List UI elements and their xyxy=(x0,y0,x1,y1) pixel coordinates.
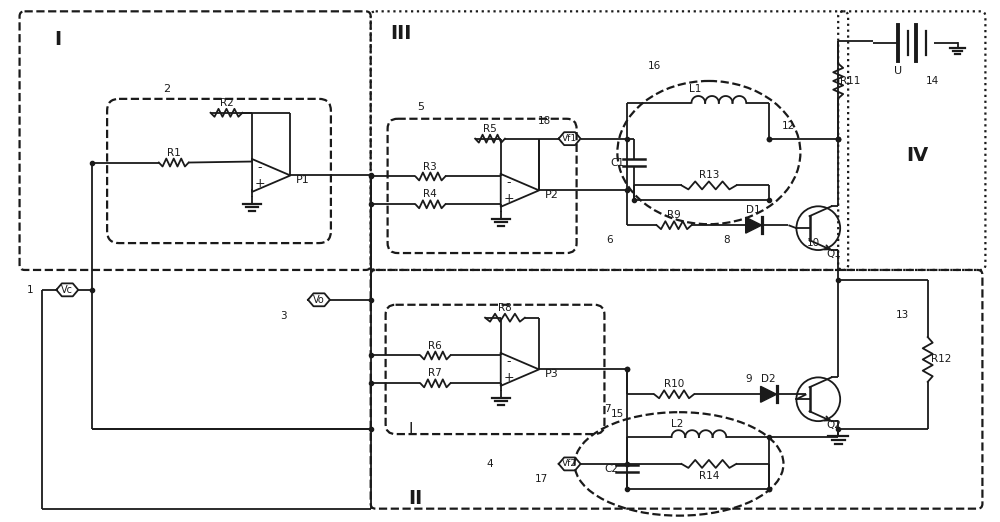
Text: 10: 10 xyxy=(807,238,820,248)
Text: -: - xyxy=(258,161,262,174)
Text: R10: R10 xyxy=(664,379,684,389)
Text: Q2: Q2 xyxy=(827,420,842,430)
Text: 4: 4 xyxy=(487,459,493,469)
Text: D1: D1 xyxy=(746,205,761,215)
Polygon shape xyxy=(761,386,777,402)
Text: R5: R5 xyxy=(483,124,497,134)
Text: III: III xyxy=(390,23,411,43)
Text: 16: 16 xyxy=(648,61,661,71)
Text: 12: 12 xyxy=(782,121,795,130)
Text: 3: 3 xyxy=(280,311,286,321)
Text: 17: 17 xyxy=(535,474,548,484)
Text: 18: 18 xyxy=(538,116,551,126)
Text: IV: IV xyxy=(907,146,929,165)
Text: L1: L1 xyxy=(689,84,701,94)
Text: R7: R7 xyxy=(428,369,442,378)
Text: +: + xyxy=(503,192,514,205)
Text: R3: R3 xyxy=(423,161,437,172)
Text: II: II xyxy=(408,489,423,508)
Polygon shape xyxy=(746,217,762,233)
Text: I: I xyxy=(408,422,413,436)
Text: C2: C2 xyxy=(604,464,618,474)
Text: -: - xyxy=(506,355,511,367)
Text: R1: R1 xyxy=(167,148,181,158)
Text: 13: 13 xyxy=(896,310,909,319)
Text: 5: 5 xyxy=(417,102,424,112)
Text: P1: P1 xyxy=(296,175,310,185)
Text: R8: R8 xyxy=(498,303,512,313)
Text: Vc: Vc xyxy=(61,285,73,295)
Text: P2: P2 xyxy=(545,191,559,200)
Text: 9: 9 xyxy=(745,374,752,384)
Text: 2: 2 xyxy=(163,84,170,94)
Text: L2: L2 xyxy=(671,419,683,429)
Text: C1: C1 xyxy=(610,158,624,168)
Text: R9: R9 xyxy=(667,210,681,220)
Text: 8: 8 xyxy=(723,235,730,245)
Text: I: I xyxy=(54,30,61,49)
Text: P3: P3 xyxy=(545,370,559,379)
Text: Vo: Vo xyxy=(313,295,325,305)
Text: R12: R12 xyxy=(931,354,952,364)
Text: Vf1: Vf1 xyxy=(562,134,577,143)
Text: R13: R13 xyxy=(699,171,719,181)
Text: +: + xyxy=(255,177,265,190)
Text: 14: 14 xyxy=(926,76,939,86)
Text: U: U xyxy=(894,66,902,76)
Text: +: + xyxy=(503,371,514,384)
Text: R2: R2 xyxy=(220,98,233,108)
Text: Vf2: Vf2 xyxy=(562,459,577,468)
Text: 15: 15 xyxy=(611,409,624,419)
Text: D2: D2 xyxy=(761,374,776,384)
Text: 1: 1 xyxy=(27,285,34,295)
Text: Q1: Q1 xyxy=(827,249,842,259)
Text: 7: 7 xyxy=(604,404,611,414)
Text: R6: R6 xyxy=(428,340,442,351)
Text: R11: R11 xyxy=(840,76,860,86)
Text: R4: R4 xyxy=(423,189,437,199)
Text: 6: 6 xyxy=(606,235,613,245)
Text: -: - xyxy=(506,176,511,188)
Text: R14: R14 xyxy=(699,471,719,481)
